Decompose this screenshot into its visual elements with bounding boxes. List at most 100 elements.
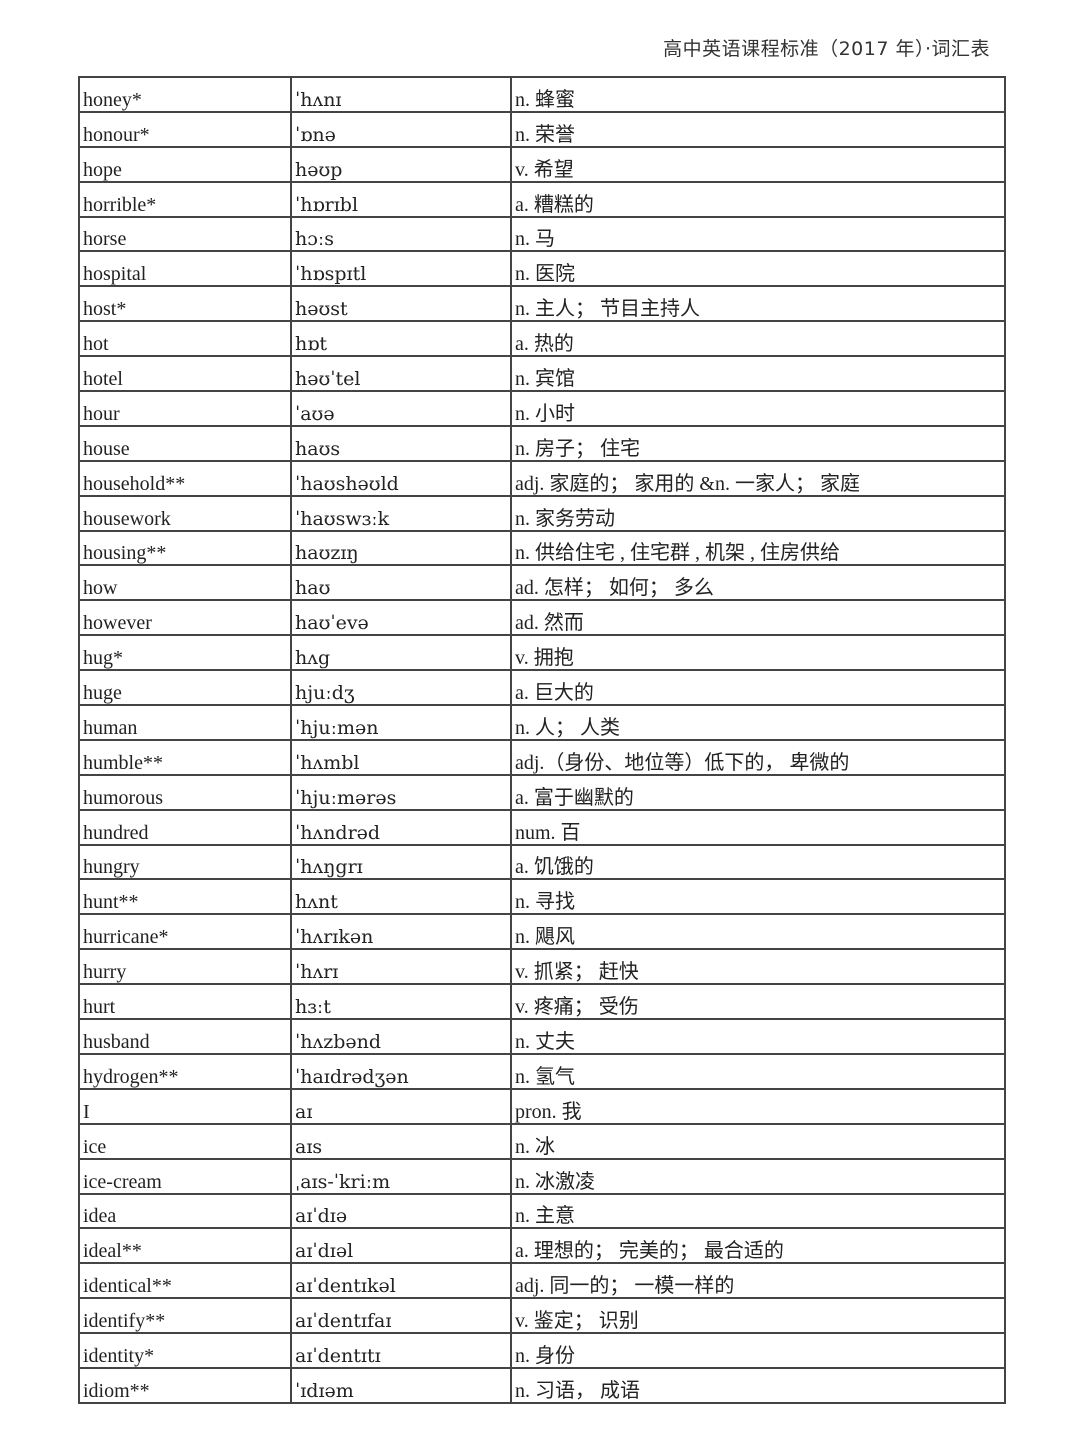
table-row: honour* ˈɒnə n. 荣誉 [78, 110, 1006, 148]
word-cell: hunt** [78, 878, 292, 916]
phonetic-cell: ˈhjuːmərəs [290, 773, 512, 811]
word-cell: hour [78, 390, 292, 427]
table-row: hungry ˈhʌŋgrɪ a. 饥饿的 [78, 843, 1006, 881]
meaning-cell: adj.（身份、地位等）低下的， 卑微的 [510, 738, 1006, 776]
table-row: hurt hɜːt v. 疼痛； 受伤 [78, 983, 1006, 1021]
word-cell: honour* [78, 110, 292, 148]
meaning-cell: a. 饥饿的 [510, 843, 1006, 881]
meaning-cell: n. 家务劳动 [510, 494, 1006, 532]
word-cell: humorous [78, 773, 292, 811]
word-cell: I [78, 1087, 292, 1125]
table-row: housing** haʊzɪŋ n. 供给住宅 , 住宅群 , 机架 , 住房供给 [78, 529, 1006, 567]
word-cell: husband [78, 1018, 292, 1055]
meaning-cell: a. 富于幽默的 [510, 773, 1006, 811]
phonetic-cell: ˈhʌŋgrɪ [290, 843, 512, 881]
table-row: human ˈhjuːmən n. 人； 人类 [78, 704, 1006, 741]
word-cell: household** [78, 459, 292, 497]
phonetic-cell: aɪs [290, 1122, 512, 1160]
word-cell: hurry [78, 948, 292, 986]
phonetic-cell: ˌaɪs-ˈkriːm [290, 1157, 512, 1195]
word-cell: identity* [78, 1332, 292, 1369]
phonetic-cell: hjuːdʒ [290, 669, 512, 707]
vocabulary-table-body: honey* ˈhʌnɪ n. 蜂蜜 honour* ˈɒnə n. 荣誉 hope həʊp… [78, 76, 1006, 1404]
meaning-cell: n. 主意 [510, 1192, 1006, 1230]
meaning-cell: n. 身份 [510, 1332, 1006, 1369]
phonetic-cell: ˈhʌnɪ [290, 76, 512, 113]
table-row: identify** aɪˈdentɪfaɪ v. 鉴定； 识别 [78, 1297, 1006, 1335]
meaning-cell: a. 巨大的 [510, 669, 1006, 707]
meaning-cell: n. 寻找 [510, 878, 1006, 916]
word-cell: hydrogen** [78, 1052, 292, 1090]
meaning-cell: n. 马 [510, 215, 1006, 253]
word-cell: house [78, 424, 292, 462]
phonetic-cell: həʊst [290, 285, 512, 323]
word-cell: ideal** [78, 1227, 292, 1265]
phonetic-cell: ˈhɒrɪbl [290, 180, 512, 218]
word-cell: horrible* [78, 180, 292, 218]
meaning-cell: n. 主人； 节目主持人 [510, 285, 1006, 323]
table-row: hundred ˈhʌndrəd num. 百 [78, 808, 1006, 846]
word-cell: hospital [78, 250, 292, 288]
word-cell: host* [78, 285, 292, 323]
phonetic-cell: həʊˈtel [290, 355, 512, 393]
word-cell: hurricane* [78, 913, 292, 951]
table-row: however haʊˈevə ad. 然而 [78, 599, 1006, 637]
word-cell: idiom** [78, 1366, 292, 1404]
meaning-cell: n. 医院 [510, 250, 1006, 288]
word-cell: idea [78, 1192, 292, 1230]
phonetic-cell: ˈhʌrɪ [290, 948, 512, 986]
meaning-cell: n. 人； 人类 [510, 704, 1006, 741]
phonetic-cell: ˈhaɪdrədʒən [290, 1052, 512, 1090]
meaning-cell: n. 冰激凌 [510, 1157, 1006, 1195]
word-cell: how [78, 564, 292, 602]
word-cell: identify** [78, 1297, 292, 1335]
table-row: hot hɒt a. 热的 [78, 320, 1006, 358]
table-row: hotel həʊˈtel n. 宾馆 [78, 355, 1006, 393]
phonetic-cell: haʊs [290, 424, 512, 462]
meaning-cell: ad. 怎样； 如何； 多么 [510, 564, 1006, 602]
word-cell: housing** [78, 529, 292, 567]
phonetic-cell: ˈhʌmbl [290, 738, 512, 776]
word-cell: housework [78, 494, 292, 532]
phonetic-cell: həʊp [290, 145, 512, 183]
word-cell: horse [78, 215, 292, 253]
table-row: hurricane* ˈhʌrɪkən n. 飓风 [78, 913, 1006, 951]
phonetic-cell: ˈɒnə [290, 110, 512, 148]
table-row: household** ˈhaʊshəʊld adj. 家庭的； 家用的 &n. 一… [78, 459, 1006, 497]
word-cell: huge [78, 669, 292, 707]
meaning-cell: n. 供给住宅 , 住宅群 , 机架 , 住房供给 [510, 529, 1006, 567]
phonetic-cell: haʊ [290, 564, 512, 602]
table-row: hospital ˈhɒspɪtl n. 医院 [78, 250, 1006, 288]
word-cell: hot [78, 320, 292, 358]
meaning-cell: n. 宾馆 [510, 355, 1006, 393]
table-row: huge hjuːdʒ a. 巨大的 [78, 669, 1006, 707]
table-row: hope həʊp v. 希望 [78, 145, 1006, 183]
phonetic-cell: haʊˈevə [290, 599, 512, 637]
word-cell: hope [78, 145, 292, 183]
meaning-cell: v. 希望 [510, 145, 1006, 183]
table-row: humble** ˈhʌmbl adj.（身份、地位等）低下的， 卑微的 [78, 738, 1006, 776]
word-cell: identical** [78, 1262, 292, 1300]
table-row: horrible* ˈhɒrɪbl a. 糟糕的 [78, 180, 1006, 218]
word-cell: hundred [78, 808, 292, 846]
table-row: hour ˈaʊə n. 小时 [78, 390, 1006, 427]
word-cell: hungry [78, 843, 292, 881]
table-row: honey* ˈhʌnɪ n. 蜂蜜 [78, 76, 1006, 113]
meaning-cell: v. 抓紧； 赶快 [510, 948, 1006, 986]
phonetic-cell: ˈhjuːmən [290, 704, 512, 741]
meaning-cell: num. 百 [510, 808, 1006, 846]
phonetic-cell: aɪˈdentɪkəl [290, 1262, 512, 1300]
meaning-cell: adj. 家庭的； 家用的 &n. 一家人； 家庭 [510, 459, 1006, 497]
phonetic-cell: ˈhɒspɪtl [290, 250, 512, 288]
vocabulary-table: honey* ˈhʌnɪ n. 蜂蜜 honour* ˈɒnə n. 荣誉 hope həʊp… [78, 76, 1006, 1404]
phonetic-cell: ˈɪdɪəm [290, 1366, 512, 1404]
table-row: horse hɔːs n. 马 [78, 215, 1006, 253]
table-row: identity* aɪˈdentɪtɪ n. 身份 [78, 1332, 1006, 1369]
meaning-cell: a. 糟糕的 [510, 180, 1006, 218]
table-row: host* həʊst n. 主人； 节目主持人 [78, 285, 1006, 323]
meaning-cell: a. 热的 [510, 320, 1006, 358]
table-row: ice-cream ˌaɪs-ˈkriːm n. 冰激凌 [78, 1157, 1006, 1195]
phonetic-cell: haʊzɪŋ [290, 529, 512, 567]
meaning-cell: n. 蜂蜜 [510, 76, 1006, 113]
